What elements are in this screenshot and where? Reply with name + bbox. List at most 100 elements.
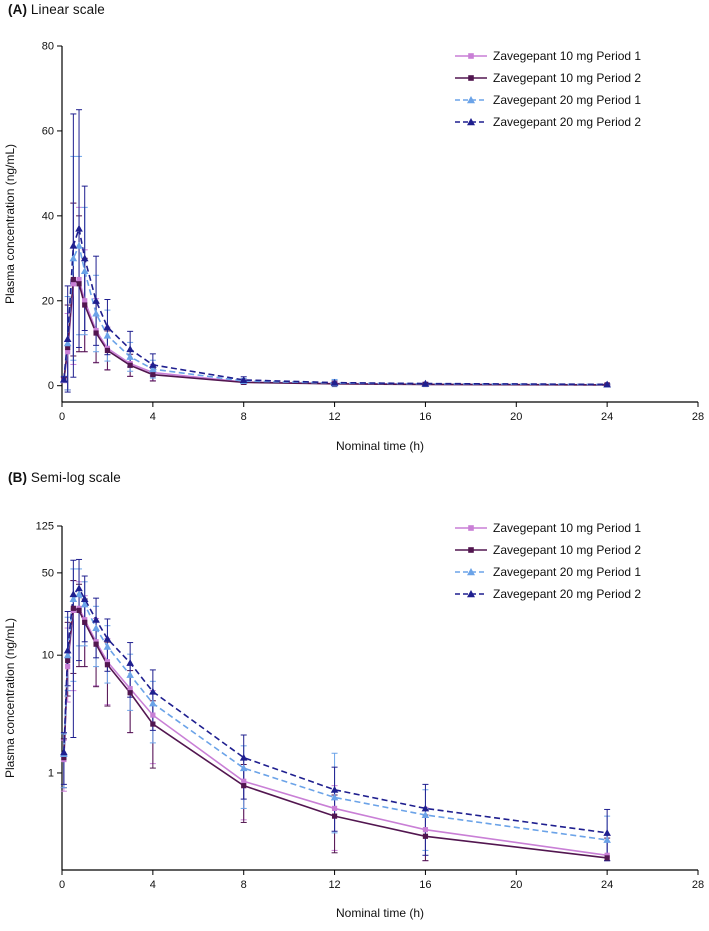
triangle-marker-icon xyxy=(239,764,248,772)
triangle-marker-icon xyxy=(80,600,89,608)
square-marker-icon xyxy=(82,298,88,304)
x-tick-label: 8 xyxy=(241,411,247,423)
square-marker-icon xyxy=(604,855,610,861)
series-polyline xyxy=(63,607,608,859)
triangle-marker-icon xyxy=(149,365,157,373)
triangle-marker-icon xyxy=(80,595,89,602)
triangle-marker-icon xyxy=(75,590,83,598)
triangle-marker-icon xyxy=(330,785,339,793)
legend-label: Zavegepant 20 mg Period 1 xyxy=(493,565,641,579)
legend: Zavegepant 10 mg Period 1 Zavegepant 10 m… xyxy=(455,49,641,129)
y-tick-label: 0 xyxy=(48,380,54,392)
series-1-markers xyxy=(61,605,610,858)
square-marker-icon xyxy=(76,281,82,287)
x-tick-label: 16 xyxy=(419,411,431,423)
triangle-marker-icon xyxy=(103,642,112,650)
series-4-markers xyxy=(60,224,611,388)
square-marker-icon xyxy=(104,662,111,668)
x-tick-label: 12 xyxy=(328,879,340,891)
y-axis-title: Plasma concentration (ng/mL) xyxy=(3,618,17,778)
legend-item: Zavegepant 20 mg Period 2 xyxy=(455,587,641,601)
square-marker-icon xyxy=(468,53,474,59)
y-tick-label: 80 xyxy=(42,41,54,53)
triangle-marker-icon xyxy=(421,804,430,812)
square-marker-icon xyxy=(93,330,99,336)
square-marker-icon xyxy=(241,783,247,789)
square-marker-icon xyxy=(150,721,156,727)
triangle-marker-icon xyxy=(467,568,475,576)
triangle-marker-icon xyxy=(149,687,157,695)
series-2-errorbars xyxy=(60,202,611,391)
square-marker-icon xyxy=(104,347,111,354)
axes: 0 4 8 12 16 20 24 28 0 20 40 60 80 xyxy=(42,41,704,424)
series-3-line xyxy=(63,592,608,841)
square-marker-icon xyxy=(82,302,88,308)
triangle-marker-icon xyxy=(467,590,475,598)
square-marker-icon xyxy=(127,686,133,692)
y-tick-label: 40 xyxy=(42,210,54,222)
x-tick-label: 24 xyxy=(601,879,613,891)
series-4-line xyxy=(63,225,608,386)
x-tick-label: 0 xyxy=(59,411,65,423)
square-marker-icon xyxy=(150,372,156,378)
series-1-errorbars xyxy=(60,202,611,391)
legend-item: Zavegepant 20 mg Period 2 xyxy=(455,115,641,129)
square-marker-icon xyxy=(127,690,133,696)
legend-item: Zavegepant 20 mg Period 1 xyxy=(455,565,641,579)
axes: 0 4 8 12 16 20 24 28 1 10 50 125 xyxy=(36,521,704,892)
series-1-line xyxy=(63,278,608,386)
triangle-marker-icon xyxy=(75,241,83,249)
triangle-marker-icon xyxy=(239,376,248,383)
triangle-marker-icon xyxy=(126,353,134,360)
triangle-marker-icon xyxy=(467,96,475,104)
y-axis-title: Plasma concentration (ng/mL) xyxy=(3,144,17,304)
triangle-marker-icon xyxy=(467,118,475,126)
y-tick-label: 60 xyxy=(42,125,54,137)
square-marker-icon xyxy=(76,607,82,614)
triangle-marker-icon xyxy=(421,379,430,387)
square-marker-icon xyxy=(604,852,610,858)
y-tick-label: 10 xyxy=(42,650,54,662)
triangle-marker-icon xyxy=(92,624,100,632)
chart-b-semilog: 0 4 8 12 16 20 24 28 1 10 50 125 Nominal time (h) Pla… xyxy=(3,521,704,921)
square-marker-icon xyxy=(104,659,111,665)
x-tick-label: 4 xyxy=(150,411,156,423)
triangle-marker-icon xyxy=(80,254,89,262)
square-marker-icon xyxy=(422,833,429,839)
square-marker-icon xyxy=(70,276,76,283)
square-marker-icon xyxy=(241,778,247,784)
series-polyline xyxy=(63,243,608,386)
triangle-marker-icon xyxy=(126,345,134,353)
legend-item: Zavegepant 10 mg Period 1 xyxy=(455,521,641,535)
triangle-marker-icon xyxy=(75,224,83,232)
series-3-markers xyxy=(60,590,611,843)
y-tick-label: 50 xyxy=(42,567,54,579)
x-tick-label: 20 xyxy=(510,411,522,423)
triangle-marker-icon xyxy=(92,309,100,317)
triangle-marker-icon xyxy=(103,331,112,339)
square-marker-icon xyxy=(127,362,133,368)
legend-item: Zavegepant 10 mg Period 1 xyxy=(455,49,641,63)
square-marker-icon xyxy=(150,712,156,718)
series-3-line xyxy=(63,243,608,386)
triangle-marker-icon xyxy=(69,590,78,598)
series-4-markers xyxy=(60,584,611,836)
x-axis-title: Nominal time (h) xyxy=(336,906,424,920)
triangle-marker-icon xyxy=(149,361,157,368)
legend-label: Zavegepant 10 mg Period 1 xyxy=(493,49,641,63)
x-axis-title: Nominal time (h) xyxy=(336,439,424,453)
legend-label: Zavegepant 20 mg Period 1 xyxy=(493,93,641,107)
triangle-marker-icon xyxy=(63,646,72,654)
x-tick-label: 0 xyxy=(59,879,65,891)
series-4-errorbars xyxy=(60,109,611,393)
triangle-marker-icon xyxy=(603,829,611,836)
triangle-marker-icon xyxy=(69,595,78,602)
chart-a-linear: 0 4 8 12 16 20 24 28 0 20 40 60 80 Nominal time (h) Pl… xyxy=(3,41,704,454)
series-polyline xyxy=(63,225,608,386)
square-marker-icon xyxy=(82,619,88,625)
square-marker-icon xyxy=(65,344,71,351)
triangle-marker-icon xyxy=(149,699,157,707)
triangle-marker-icon xyxy=(69,241,78,249)
panel-a-title: (A) Linear scale xyxy=(8,2,105,17)
